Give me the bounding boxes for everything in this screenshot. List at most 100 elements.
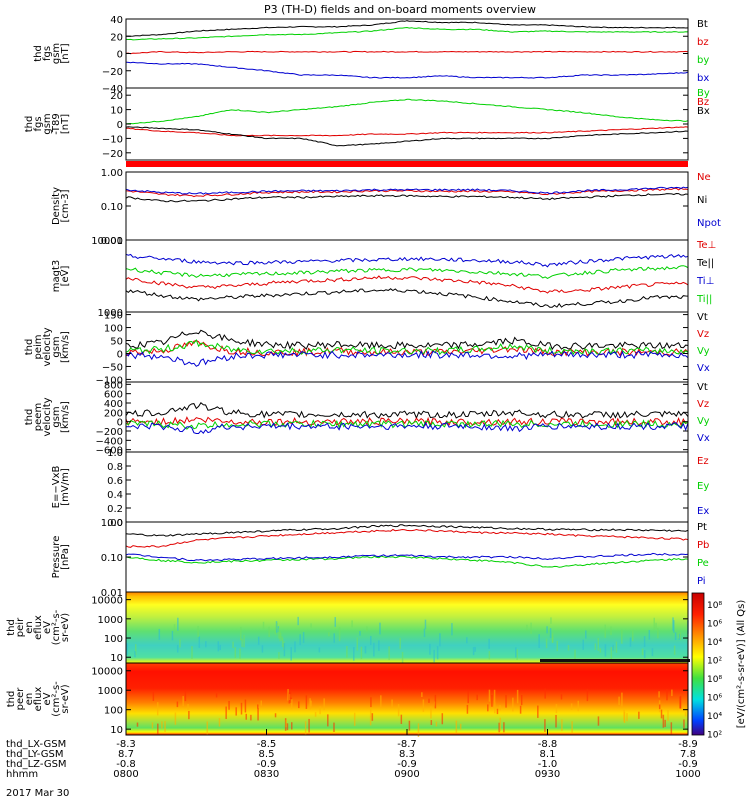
spectrogram-streak <box>278 652 280 660</box>
ytick-label: 20 <box>110 91 123 102</box>
spectrogram-streak <box>308 718 310 733</box>
ytick-label: −10 <box>102 134 123 145</box>
spectrogram-streak <box>499 705 501 711</box>
xaxis-tick-label: 0900 <box>394 769 419 780</box>
spectrogram-streak <box>364 646 367 654</box>
legend-Vt: Vt <box>697 312 708 323</box>
xaxis-tick-label: -8.8 <box>538 739 558 750</box>
spectrogram-streak <box>257 636 260 645</box>
series-line-Vy <box>125 419 689 430</box>
series-line-Pi <box>125 552 689 562</box>
date-label: 2017 Mar 30 <box>6 788 69 799</box>
legend-Npot: Npot <box>697 218 721 229</box>
xaxis-tick-label: -0.8 <box>116 759 136 770</box>
ylabel-line: thd <box>24 409 35 426</box>
ytick-label: 0 <box>117 349 123 360</box>
spectrogram-streak <box>493 689 496 703</box>
spectrogram-streak <box>290 647 292 661</box>
spectrogram-streak <box>177 617 179 631</box>
ylabel: E=−VxB[mV/m] <box>51 466 71 509</box>
spectrogram-streak <box>428 698 430 703</box>
spectrogram-streak <box>281 638 284 647</box>
xaxis-tick-label: 8.1 <box>540 749 556 760</box>
spectrogram-streak <box>679 695 682 709</box>
spectrogram-streak <box>520 695 523 706</box>
ylabel-line: en <box>24 693 35 706</box>
series-line-Pe <box>125 555 689 568</box>
xaxis-row-label: thd_LY-GSM <box>6 749 63 760</box>
spectrogram-streak <box>289 691 292 700</box>
spectrogram-streak <box>287 689 289 701</box>
spectrogram-streak <box>359 630 361 636</box>
panel-3: Ne Ni Npot 1.00 0.10 0.01 Density[cm-3] <box>51 168 721 247</box>
spectrogram-streak <box>369 716 372 726</box>
spectrogram-streak <box>516 649 518 660</box>
spectrogram-streak <box>657 627 659 639</box>
spectrogram-streak <box>549 628 552 639</box>
ylabel: thdfgsgsm[nT] <box>33 43 71 64</box>
spectrogram-streak <box>638 711 640 719</box>
ylabel: thdfgsgsm-T89[nT] <box>24 113 71 135</box>
spectrogram-streak <box>276 622 278 630</box>
spectrogram-streak <box>664 719 666 728</box>
spectrogram-streak <box>400 714 403 724</box>
spectrogram-streak <box>302 632 305 643</box>
ytick-label: 150 <box>104 311 123 322</box>
series-line-by <box>125 26 689 41</box>
ylabel-line: fgs <box>33 116 44 131</box>
spectrogram-streak <box>491 694 493 707</box>
ylabel-line: thd <box>6 619 17 636</box>
spectrogram-streak <box>134 644 137 656</box>
spectrogram-streak <box>658 691 660 698</box>
xaxis-tick-label: -0.9 <box>257 759 277 770</box>
spectrogram-streak <box>530 622 532 634</box>
legend-Ni: Ni <box>697 195 707 206</box>
time-axis: thd_LX-GSM -8.3 -8.5 -8.7 -8.8 -8.9 thd_LY-GSM… <box>6 729 701 780</box>
spectrogram-streak <box>391 699 393 707</box>
legend-by: by <box>697 55 709 66</box>
spectrogram-streak <box>488 638 490 649</box>
spectrogram-streak <box>309 698 311 710</box>
ylabel-line: magt3 <box>51 260 62 293</box>
colorbar-tick-label: 10⁶ <box>707 620 722 630</box>
spectrogram-streak <box>174 712 177 725</box>
spectrogram-streak <box>560 694 563 700</box>
spectrogram-streak <box>434 694 437 709</box>
ytick-label: 10 <box>110 106 123 117</box>
spectrogram-streak <box>134 651 136 658</box>
legend-Pt: Pt <box>697 522 707 533</box>
spectrogram-streak <box>217 641 220 652</box>
spectrogram-streak <box>451 623 453 636</box>
spectrogram-streak <box>571 721 573 734</box>
spectrogram-streak <box>621 692 623 707</box>
colorbar-tick-label: 10² <box>707 731 722 741</box>
spectrogram-streak <box>240 626 242 641</box>
spectrogram-streak <box>582 639 584 650</box>
xaxis-tick-label: -8.3 <box>116 739 136 750</box>
spectrogram-streak <box>305 695 308 709</box>
spectrogram-streak <box>240 702 243 715</box>
spectrogram-streak <box>250 714 252 721</box>
spectrogram-streak <box>244 699 247 713</box>
legend-Bt: Bt <box>697 19 708 30</box>
spectrogram-streak <box>674 632 677 641</box>
ylabel: Density[cm-3] <box>51 187 71 225</box>
spectrogram-streak <box>436 646 439 660</box>
spectrogram-streak <box>278 627 280 639</box>
ytick-label: 10000 <box>91 667 123 678</box>
spectrogram-streak <box>586 688 589 702</box>
series-line-Pb <box>125 528 689 548</box>
ylabel-line: peir <box>15 617 26 637</box>
spectrogram-streak <box>298 701 300 709</box>
ytick-label: 100 <box>104 634 123 645</box>
spectrogram-streak <box>219 644 221 651</box>
spectrogram-streak <box>604 644 607 657</box>
spectrogram-streak <box>466 704 469 714</box>
spectrogram-streak <box>158 628 161 640</box>
spectrogram-streak <box>585 630 587 639</box>
panel-8: Pt Pb Pe Pi 1.00 0.10 0.01 Pressure[nPa] <box>51 518 709 599</box>
ytick-label: 1000 <box>98 615 123 626</box>
spectrogram-streak <box>417 723 420 738</box>
ytick-label: 1.0 <box>107 448 123 459</box>
